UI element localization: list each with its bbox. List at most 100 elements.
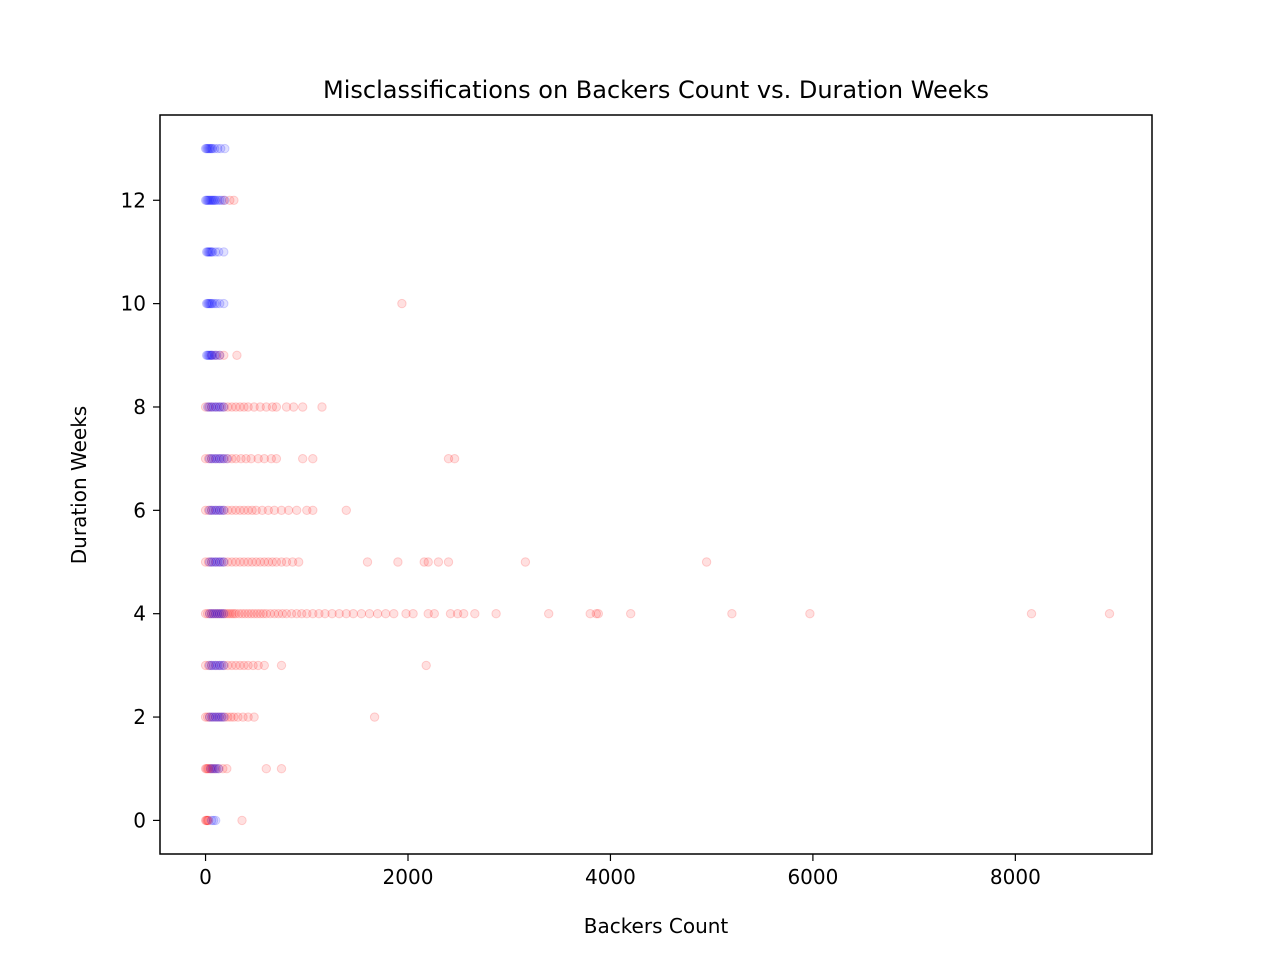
scatter-point-s1-5 <box>210 764 220 774</box>
scatter-point-s1-64 <box>217 402 227 412</box>
scatter-point-s0-85 <box>297 609 307 619</box>
scatter-point-s0-30 <box>233 712 243 722</box>
scatter-point-s0-142 <box>419 557 429 567</box>
scatter-point-s0-155 <box>227 505 237 515</box>
scatter-point-s0-203 <box>249 402 259 412</box>
y-axis-label: Duration Weeks <box>67 406 91 564</box>
scatter-point-s1-98 <box>201 195 212 206</box>
scatter-point-s1-37 <box>215 557 225 567</box>
scatter-point-s0-162 <box>257 505 267 515</box>
scatter-point-s0-75 <box>255 609 265 619</box>
scatter-point-s0-161 <box>251 505 261 515</box>
scatter-point-s1-22 <box>217 660 227 671</box>
scatter-point-s0-219 <box>225 195 235 206</box>
scatter-point-s0-119 <box>206 557 217 567</box>
x-tick-label-1: 2000 <box>383 865 434 889</box>
scatter-point-s0-32 <box>243 712 253 722</box>
scatter-point-s1-17 <box>206 660 217 671</box>
scatter-point-s1-63 <box>215 402 225 412</box>
scatter-point-s1-114 <box>202 143 213 154</box>
scatter-point-s0-69 <box>237 609 247 619</box>
scatter-point-s0-167 <box>292 505 302 515</box>
x-tick-label-2: 4000 <box>585 865 636 889</box>
scatter-point-s0-180 <box>236 454 246 464</box>
scatter-point-s1-116 <box>204 143 215 154</box>
scatter-point-s0-106 <box>470 609 480 619</box>
scatter-point-s0-173 <box>206 454 217 464</box>
scatter-point-s1-35 <box>211 557 221 567</box>
scatter-point-s0-25 <box>217 712 227 722</box>
scatter-point-s0-123 <box>223 557 233 567</box>
scatter-point-s0-81 <box>277 609 288 619</box>
scatter-point-s0-10 <box>205 764 215 774</box>
scatter-point-s1-66 <box>201 350 212 360</box>
scatter-point-s1-26 <box>208 609 219 619</box>
scatter-point-s0-174 <box>211 454 221 464</box>
scatter-point-s1-104 <box>207 195 218 206</box>
scatter-point-s0-11 <box>206 764 217 774</box>
scatter-point-s0-197 <box>223 402 233 412</box>
y-tick-label-3: 6 <box>133 498 146 522</box>
scatter-point-s0-71 <box>243 609 253 619</box>
scatter-point-s1-76 <box>201 298 212 309</box>
scatter-point-s0-54 <box>204 609 215 619</box>
scatter-point-s0-58 <box>213 609 223 619</box>
scatter-point-s0-16 <box>222 764 232 774</box>
scatter-point-s0-12 <box>208 764 219 774</box>
scatter-point-s0-42 <box>227 660 237 671</box>
scatter-point-s0-168 <box>302 505 312 515</box>
ticks-layer: 0 2000 4000 6000 8000 0 2 4 6 8 10 12 <box>121 188 1041 889</box>
scatter-point-s0-48 <box>253 660 263 671</box>
scatter-point-s0-109 <box>585 609 595 619</box>
scatter-point-s0-175 <box>215 454 225 464</box>
scatter-point-s0-102 <box>429 609 439 619</box>
scatter-point-s0-40 <box>219 660 229 671</box>
scatter-point-s0-88 <box>314 609 324 619</box>
scatter-point-s0-36 <box>203 660 214 671</box>
scatter-point-s0-190 <box>449 454 460 464</box>
scatter-point-s0-210 <box>298 402 308 412</box>
scatter-point-s0-208 <box>281 402 292 412</box>
scatter-point-s1-88 <box>202 247 213 257</box>
scatter-point-s1-0 <box>206 815 217 826</box>
scatter-point-s1-52 <box>213 454 223 464</box>
scatter-point-s0-159 <box>243 505 253 515</box>
scatter-point-s1-97 <box>200 195 211 206</box>
scatter-point-s0-94 <box>356 609 367 619</box>
scatter-point-s0-46 <box>243 660 253 671</box>
scatter-point-s0-15 <box>218 764 228 774</box>
scatter-point-s0-124 <box>227 557 237 567</box>
scatter-point-s0-76 <box>258 609 268 619</box>
scatter-point-s0-134 <box>267 557 278 567</box>
scatter-point-s0-19 <box>200 712 211 722</box>
scatter-point-s0-156 <box>231 505 241 515</box>
scatter-point-s0-181 <box>241 454 251 464</box>
scatter-point-s1-3 <box>205 764 216 774</box>
scatter-point-s1-65 <box>219 402 229 412</box>
scatter-point-s0-82 <box>281 609 292 619</box>
scatter-point-s1-16 <box>204 660 215 671</box>
scatter-point-s1-59 <box>206 402 217 412</box>
scatter-point-s0-138 <box>287 557 298 567</box>
scatter-point-s0-4 <box>203 815 214 826</box>
scatter-point-s0-68 <box>234 609 244 619</box>
scatter-point-s0-217 <box>397 298 407 309</box>
scatter-point-s0-28 <box>226 712 236 722</box>
scatter-point-s0-72 <box>246 609 256 619</box>
scatter-point-s0-27 <box>223 712 233 722</box>
scatter-point-s1-77 <box>202 298 213 309</box>
scatter-point-s1-34 <box>208 557 219 567</box>
scatter-point-s1-72 <box>207 350 218 360</box>
scatter-point-s0-158 <box>239 505 249 515</box>
scatter-point-s0-18 <box>276 764 287 774</box>
scatter-point-s0-121 <box>215 557 225 567</box>
scatter-point-s0-66 <box>229 609 239 619</box>
scatter-point-s0-111 <box>593 609 603 619</box>
scatter-point-s0-160 <box>247 505 257 515</box>
scatter-point-s1-103 <box>206 195 217 206</box>
scatter-point-s0-153 <box>219 505 229 515</box>
scatter-point-s1-24 <box>204 609 215 619</box>
scatter-point-s1-119 <box>207 143 218 154</box>
scatter-point-s0-49 <box>259 660 269 671</box>
